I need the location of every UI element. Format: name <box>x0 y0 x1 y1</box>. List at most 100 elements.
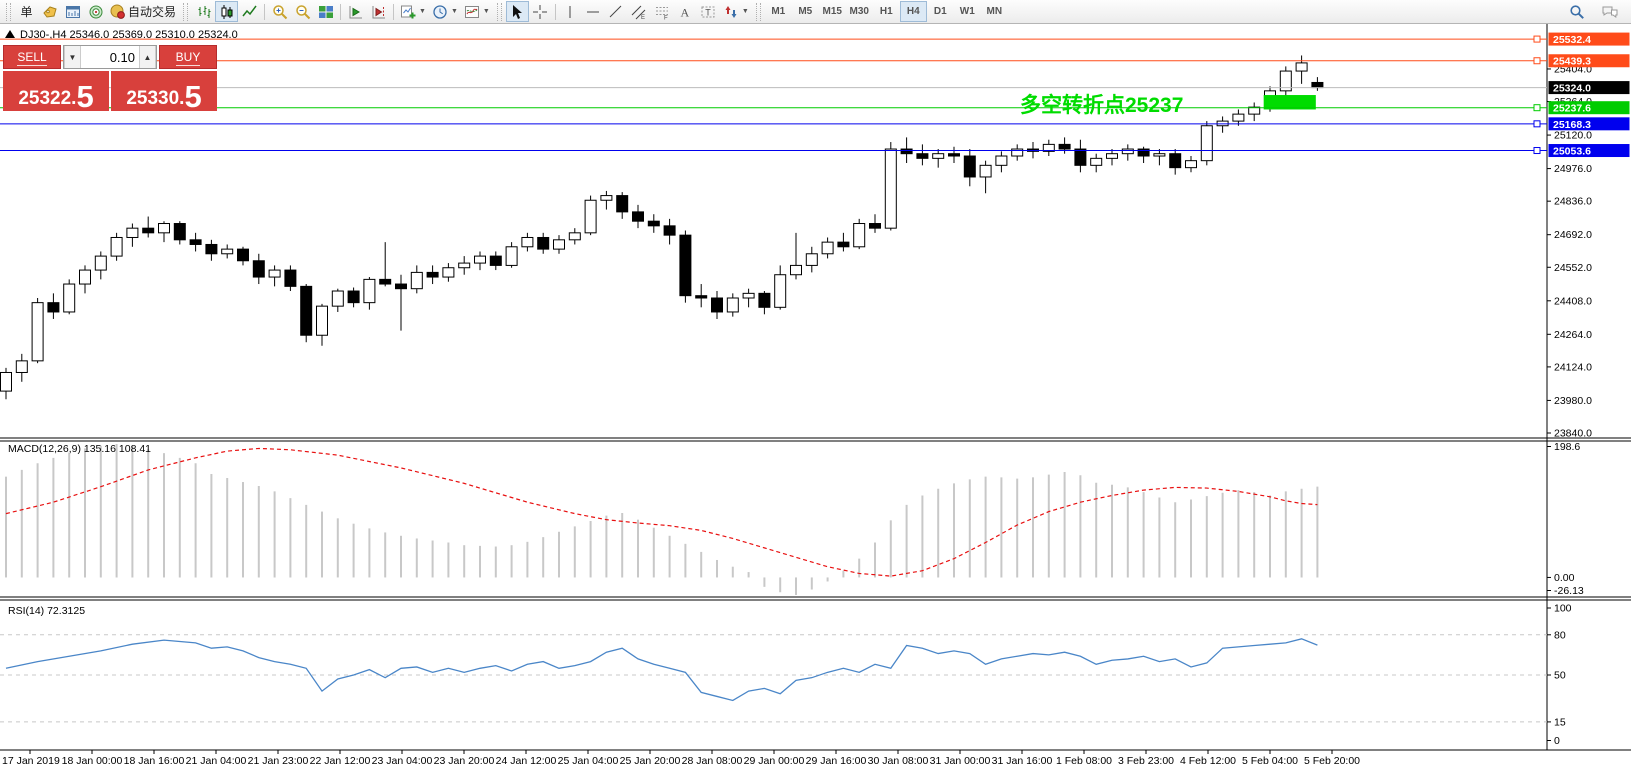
label-button[interactable]: T <box>697 1 720 22</box>
collapse-panel-arrow[interactable] <box>5 30 15 38</box>
line-handle[interactable] <box>1533 104 1541 112</box>
chat-button[interactable] <box>1598 1 1621 22</box>
tf-m15-button-label: M15 <box>822 6 842 17</box>
time-axis-label: 5 Feb 04:00 <box>1242 755 1298 767</box>
rsi-scale-label: 80 <box>1554 629 1566 641</box>
tf-m30-button[interactable]: M30 <box>846 1 873 22</box>
candle-body <box>110 236 123 257</box>
candle-body <box>758 292 771 308</box>
line-handle[interactable] <box>1533 35 1541 43</box>
text-button[interactable]: A <box>674 1 697 22</box>
chevron-down-icon: ▼ <box>419 8 426 15</box>
cursor-button[interactable] <box>505 1 529 22</box>
time-axis-label: 23 Jan 04:00 <box>372 755 433 767</box>
candle-body <box>347 290 360 304</box>
tf-m5-button[interactable]: M5 <box>792 1 819 22</box>
tf-d1-button[interactable]: D1 <box>927 1 954 22</box>
tf-m15-button[interactable]: M15 <box>819 1 846 22</box>
search-button[interactable] <box>1565 1 1588 22</box>
chart-shift-button[interactable] <box>367 1 390 22</box>
chevron-down-icon: ▼ <box>450 8 458 15</box>
candle-body <box>426 271 439 278</box>
macd-scale-label: 0.00 <box>1554 572 1575 584</box>
price-tick-label: 24408.0 <box>1554 295 1592 307</box>
svg-text:E: E <box>641 15 645 20</box>
candle-body <box>695 295 708 299</box>
tf-m5-button-label: M5 <box>798 6 813 17</box>
trade-panel-top-row: SELL ▼ ▲ BUY <box>3 45 217 69</box>
time-axis-label: 18 Jan 16:00 <box>124 755 185 767</box>
volume-spinner: ▼ ▲ <box>63 45 157 69</box>
line-handle[interactable] <box>1533 57 1541 65</box>
tf-h4-button[interactable]: H4 <box>899 1 927 22</box>
cursor-icon <box>509 4 525 20</box>
price-tick-label: 23980.0 <box>1554 395 1592 407</box>
vertical-line-button[interactable] <box>559 1 582 22</box>
candle-body <box>1042 143 1055 152</box>
time-axis-label: 3 Feb 23:00 <box>1118 755 1174 767</box>
tf-h1-button[interactable]: H1 <box>873 1 900 22</box>
line-handle[interactable] <box>1533 147 1541 155</box>
chart-title: DJ30-,H4 25346.0 25369.0 25310.0 25324.0 <box>20 29 238 41</box>
arrows-button[interactable]: ▼ <box>720 1 752 22</box>
candle-body <box>316 305 328 336</box>
crosshair-button[interactable] <box>529 1 552 22</box>
periods-button[interactable]: ▼ <box>429 1 461 22</box>
tf-m1-button[interactable]: M1 <box>765 1 792 22</box>
candle-body <box>1106 153 1118 159</box>
candle-body <box>1295 62 1308 72</box>
svg-text:F: F <box>664 15 668 20</box>
buy-button-label: BUY <box>175 50 201 66</box>
vline-icon <box>562 4 578 20</box>
fibonacci-button[interactable]: F <box>651 1 674 22</box>
tile-windows-button[interactable] <box>314 1 337 22</box>
candle-body <box>474 255 486 264</box>
time-axis-label: 23 Jan 20:00 <box>434 755 495 767</box>
sell-price-button[interactable]: 25322. 5 <box>3 71 109 112</box>
candle-body <box>79 269 91 285</box>
candle-body <box>1169 153 1182 169</box>
time-axis-label: 1 Feb 08:00 <box>1056 755 1112 767</box>
rsi-scale-label: 50 <box>1554 670 1566 682</box>
zoom-in-button[interactable] <box>268 1 291 22</box>
templates-button[interactable]: ▼ <box>461 1 493 22</box>
new-order-button[interactable]: 单 <box>15 1 38 22</box>
candle-body <box>774 274 787 308</box>
navigator-icon <box>88 4 104 20</box>
macd-label: MACD(12,26,9) 135.16 108.41 <box>8 443 151 455</box>
channel-button[interactable]: E <box>628 1 651 22</box>
market-watch-button[interactable] <box>38 1 61 22</box>
trendline-button[interactable] <box>605 1 628 22</box>
volume-input[interactable] <box>81 46 139 68</box>
line-handle[interactable] <box>1533 120 1541 128</box>
candle-body <box>363 278 376 304</box>
buy-price-button[interactable]: 25330. 5 <box>111 71 217 112</box>
candle-body <box>31 302 44 362</box>
candlestick-button[interactable] <box>215 1 239 22</box>
price-badge <box>1548 54 1630 68</box>
time-axis-label: 4 Feb 12:00 <box>1180 755 1236 767</box>
candle-body <box>995 155 1008 166</box>
candle-body <box>1121 148 1134 155</box>
zoom-out-button[interactable] <box>291 1 314 22</box>
buy-button[interactable]: BUY <box>159 45 217 69</box>
data-window-button[interactable] <box>61 1 84 22</box>
bar-chart-button[interactable] <box>192 1 215 22</box>
new-chart-button[interactable]: ▼ <box>397 1 429 22</box>
volume-increase-button[interactable]: ▲ <box>139 46 156 68</box>
auto-scroll-button[interactable] <box>344 1 367 22</box>
line-chart-button[interactable] <box>238 1 261 22</box>
tf-w1-button[interactable]: W1 <box>954 1 981 22</box>
candle-body <box>442 267 455 278</box>
autotrade-button[interactable]: 自动交易 <box>107 1 179 22</box>
toolbar-grip <box>6 2 11 21</box>
macd-signal-line <box>5 447 1318 577</box>
navigator-button[interactable] <box>84 1 107 22</box>
volume-decrease-button[interactable]: ▼ <box>64 46 81 68</box>
sell-button[interactable]: SELL <box>3 45 61 69</box>
candle-body <box>1232 113 1245 122</box>
price-badge-label: 25237.6 <box>1553 103 1591 115</box>
tf-mn-button[interactable]: MN <box>981 1 1008 22</box>
horizontal-line-button[interactable] <box>582 1 605 22</box>
